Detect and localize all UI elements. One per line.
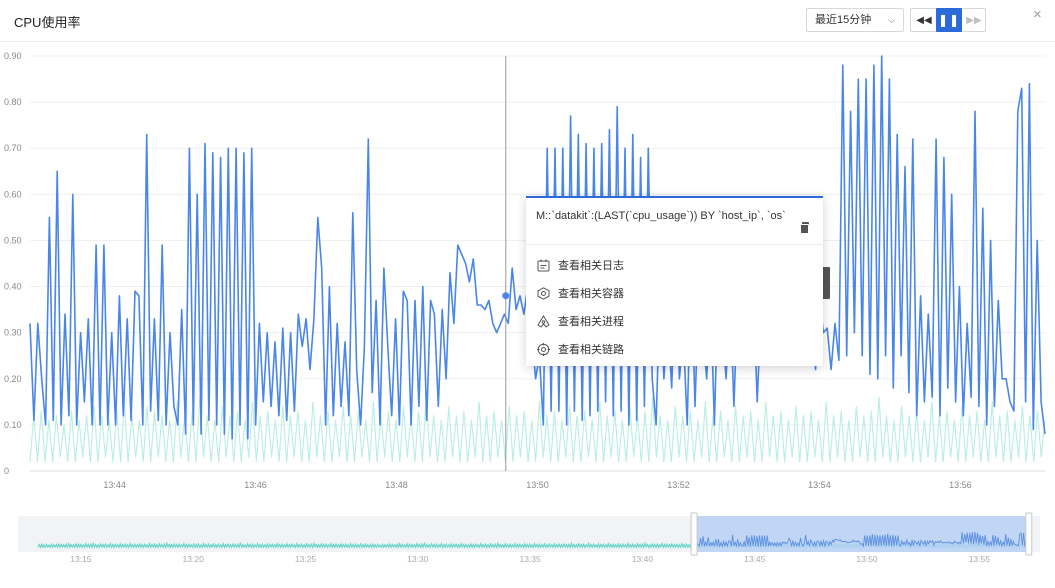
header-divider: [0, 41, 1055, 42]
legend-scrollbar[interactable]: [822, 267, 830, 299]
fast-forward-button[interactable]: ▶▶: [961, 8, 987, 32]
hover-crosshair: [502, 56, 510, 471]
time-range-select[interactable]: 最近15分钟 ⌵: [806, 8, 904, 32]
y-tick-label: 0.70: [4, 143, 22, 153]
chart-title: CPU使用率: [14, 15, 81, 30]
menu-item-processes[interactable]: 查看相关进程: [526, 307, 823, 335]
hover-marker: [502, 292, 510, 300]
process-icon: [536, 314, 550, 328]
x-tick-label: 13:56: [949, 480, 972, 490]
menu-item-label: 查看相关链路: [558, 344, 624, 356]
brush-tick-label: 13:40: [632, 554, 654, 564]
menu-item-containers[interactable]: 查看相关容器: [526, 279, 823, 307]
y-tick-label: 0.50: [4, 235, 22, 245]
y-tick-label: 0.90: [4, 51, 22, 61]
y-tick-label: 0.30: [4, 328, 22, 338]
brush-handle-left[interactable]: [690, 512, 698, 556]
cpu-usage-chart[interactable]: 0 0.10 0.20 0.30 0.40 0.50 0.60 0.70 0.80 0.90 13…: [0, 42, 1055, 588]
container-icon: [536, 286, 550, 300]
y-tick-label: 0.80: [4, 97, 22, 107]
time-range-label: 最近15分钟: [815, 14, 872, 26]
brush-tick-label: 13:35: [519, 554, 541, 564]
x-axis-ticks: 13:44 13:46 13:48 13:50 13:52 13:54 13:56: [103, 480, 971, 490]
y-axis-ticks: 0 0.10 0.20 0.30 0.40 0.50 0.60 0.70 0.80 0.90: [4, 51, 22, 476]
rewind-button[interactable]: ◀◀: [911, 8, 937, 32]
series-line-secondary: [29, 396, 1046, 463]
chart-series: [29, 55, 1046, 463]
context-menu-divider: [526, 244, 823, 245]
x-tick-label: 13:44: [103, 480, 126, 490]
x-tick-label: 13:52: [667, 480, 690, 490]
pause-button[interactable]: ❚❚: [936, 8, 962, 32]
brush-tick-label: 13:15: [70, 554, 92, 564]
trace-icon: [536, 342, 550, 356]
menu-item-traces[interactable]: 查看相关链路: [526, 335, 823, 363]
fast-forward-icon: ▶▶: [966, 14, 982, 26]
log-icon: [536, 258, 550, 272]
brush-tick-label: 13:55: [969, 554, 991, 564]
brush-tick-label: 13:20: [183, 554, 205, 564]
context-menu: M::`datakit`:(LAST(`cpu_usage`)) BY `hos…: [526, 196, 823, 366]
y-tick-label: 0.10: [4, 420, 22, 430]
brush-tick-label: 13:45: [744, 554, 766, 564]
menu-item-label: 查看相关进程: [558, 316, 624, 328]
copy-icon[interactable]: [800, 222, 810, 234]
menu-item-label: 查看相关日志: [558, 260, 624, 272]
x-tick-label: 13:46: [244, 480, 267, 490]
time-brush[interactable]: 13:15 13:20 13:25 13:30 13:35 13:40 13:45 13:50…: [18, 512, 1040, 564]
context-menu-title: M::`datakit`:(LAST(`cpu_usage`)) BY `hos…: [536, 210, 786, 222]
pause-icon: ❚❚: [937, 13, 961, 27]
x-tick-label: 13:54: [808, 480, 831, 490]
brush-handle-right[interactable]: [1025, 512, 1033, 556]
menu-item-logs[interactable]: 查看相关日志: [526, 251, 823, 279]
y-tick-label: 0.20: [4, 374, 22, 384]
x-tick-label: 13:50: [526, 480, 549, 490]
brush-tick-label: 13:25: [295, 554, 317, 564]
brush-tick-label: 13:50: [856, 554, 878, 564]
y-tick-label: 0.40: [4, 282, 22, 292]
playback-controls: ◀◀ ❚❚ ▶▶: [910, 8, 986, 32]
brush-selection: [694, 516, 1029, 552]
y-tick-label: 0: [4, 466, 9, 476]
x-tick-label: 13:48: [385, 480, 408, 490]
series-line-primary: [29, 55, 1046, 440]
chevron-down-icon: ⌵: [888, 15, 895, 25]
y-tick-label: 0.60: [4, 189, 22, 199]
brush-primary-line: [693, 531, 1030, 548]
close-icon[interactable]: ×: [1033, 6, 1042, 23]
brush-tick-label: 13:30: [407, 554, 429, 564]
rewind-icon: ◀◀: [916, 14, 932, 26]
menu-item-label: 查看相关容器: [558, 288, 624, 300]
